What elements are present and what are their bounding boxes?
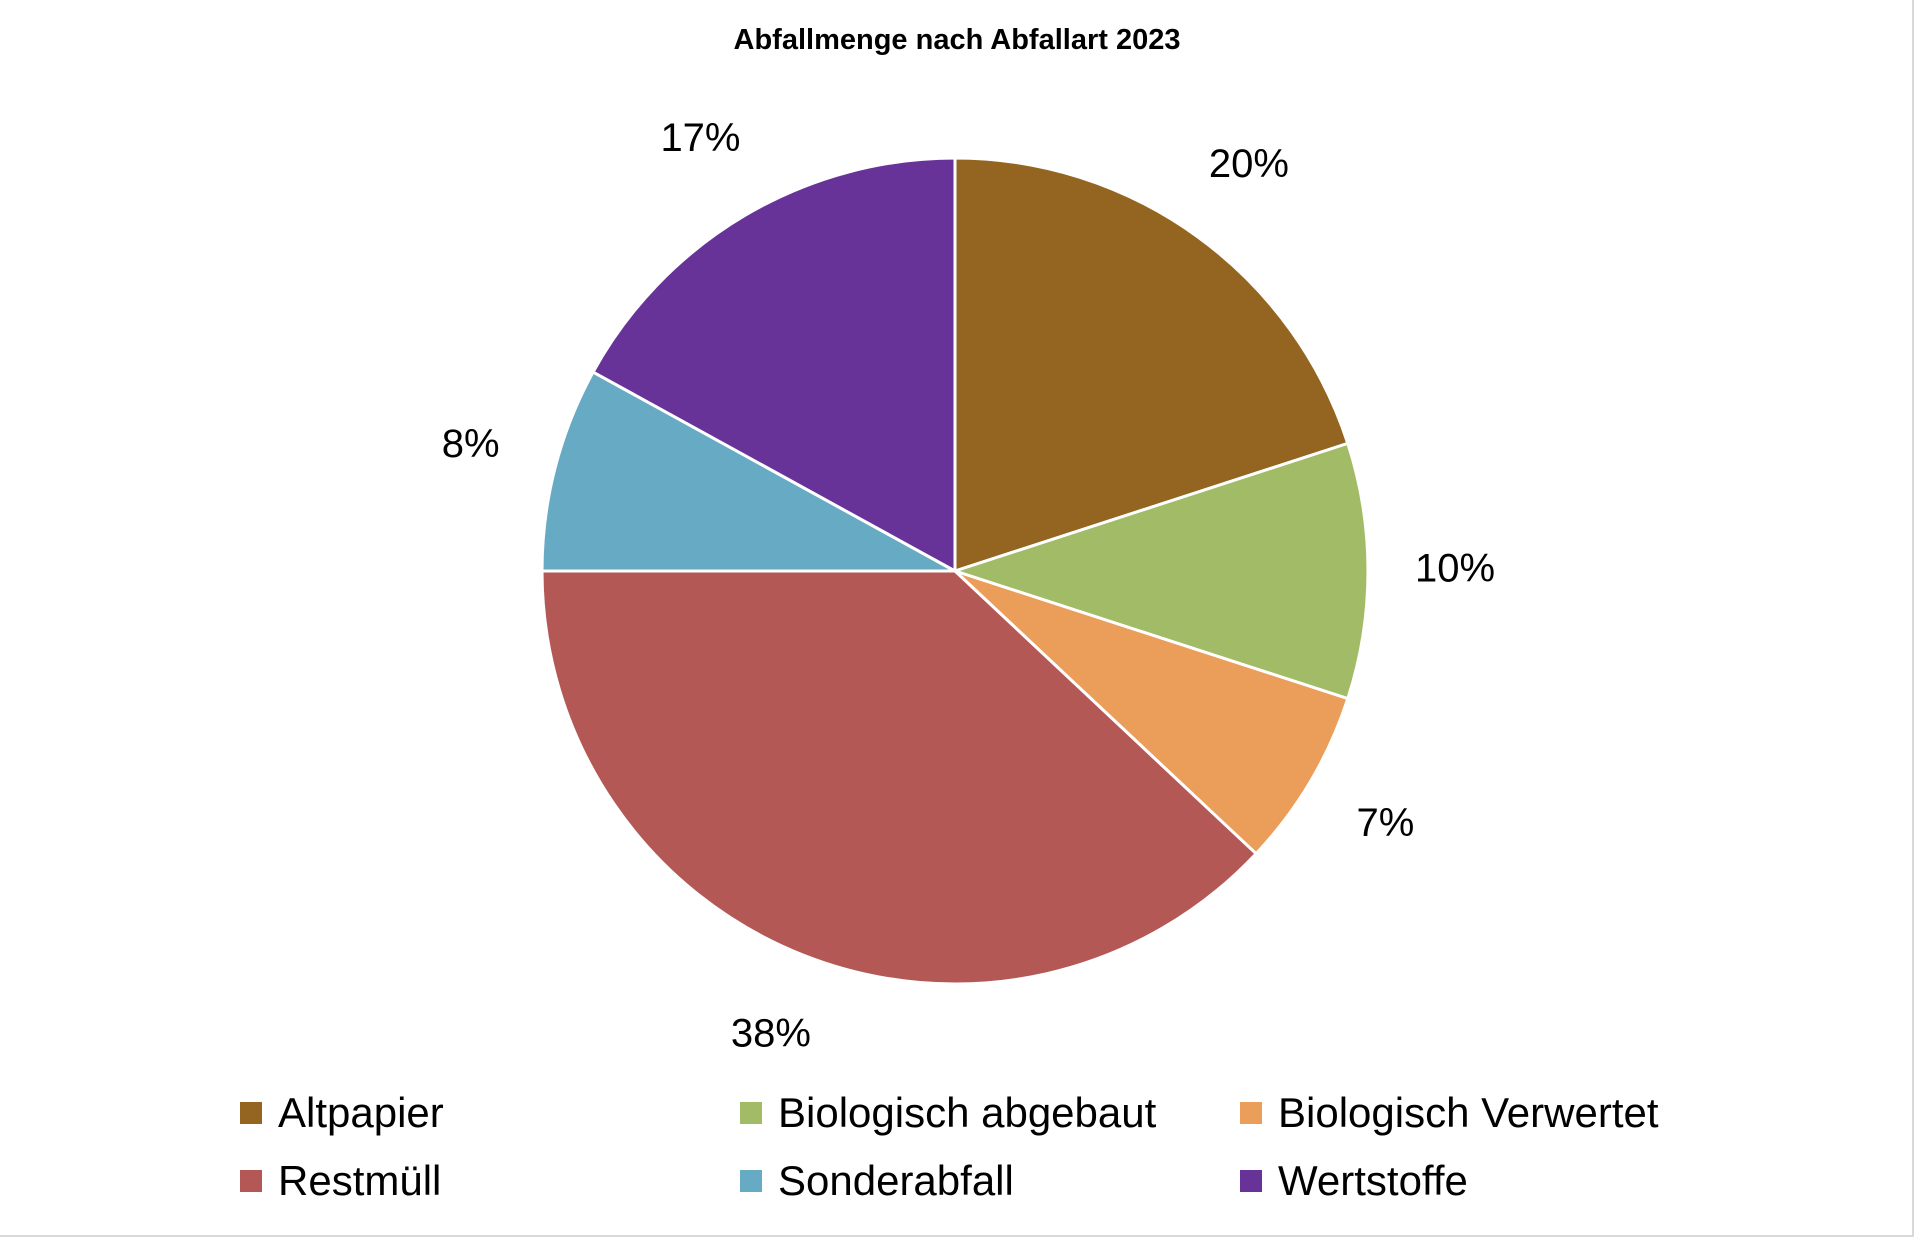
legend-label: Biologisch abgebaut	[778, 1089, 1157, 1136]
legend-label: Sonderabfall	[778, 1157, 1014, 1204]
legend-swatch	[740, 1102, 762, 1124]
legend-label: Altpapier	[278, 1089, 444, 1136]
legend-swatch	[240, 1170, 262, 1192]
pie-slice-sonderabfall	[540, 369, 956, 573]
pie-slice-biologisch-verwertet	[953, 569, 1350, 856]
legend-item: Restmüll	[240, 1157, 740, 1204]
data-label-wertstoffe: 17%	[660, 116, 740, 160]
legend-item: Wertstoffe	[1240, 1157, 1740, 1204]
pie-slice-restmüll	[540, 569, 1259, 986]
data-label-restmüll: 38%	[731, 1011, 811, 1055]
pie-slice-biologisch-abgebaut	[950, 441, 1370, 701]
legend-label: Restmüll	[278, 1157, 442, 1204]
legend-label: Wertstoffe	[1278, 1157, 1468, 1204]
chart-title: Abfallmenge nach Abfallart 2023	[733, 24, 1181, 56]
data-label-biologisch-verwertet: 7%	[1356, 801, 1414, 845]
legend-swatch	[1240, 1102, 1262, 1124]
data-label-sonderabfall: 8%	[442, 422, 500, 466]
legend-label: Biologisch Verwertet	[1278, 1089, 1659, 1136]
legend-swatch	[240, 1102, 262, 1124]
data-label-biologisch-abgebaut: 10%	[1415, 547, 1495, 591]
pie-slice-wertstoffe	[591, 156, 957, 574]
legend-swatch	[1240, 1170, 1262, 1192]
legend-item: Biologisch abgebaut	[740, 1089, 1240, 1136]
legend-item: Biologisch Verwertet	[1240, 1089, 1740, 1136]
legend-item: Altpapier	[240, 1089, 740, 1136]
legend-swatch	[740, 1170, 762, 1192]
legend: Altpapier Biologisch abgebaut Biologisch V…	[240, 1089, 1740, 1204]
data-label-altpapier: 20%	[1209, 142, 1289, 186]
pie-slice-altpapier	[953, 156, 1350, 574]
legend-item: Sonderabfall	[740, 1157, 1240, 1204]
